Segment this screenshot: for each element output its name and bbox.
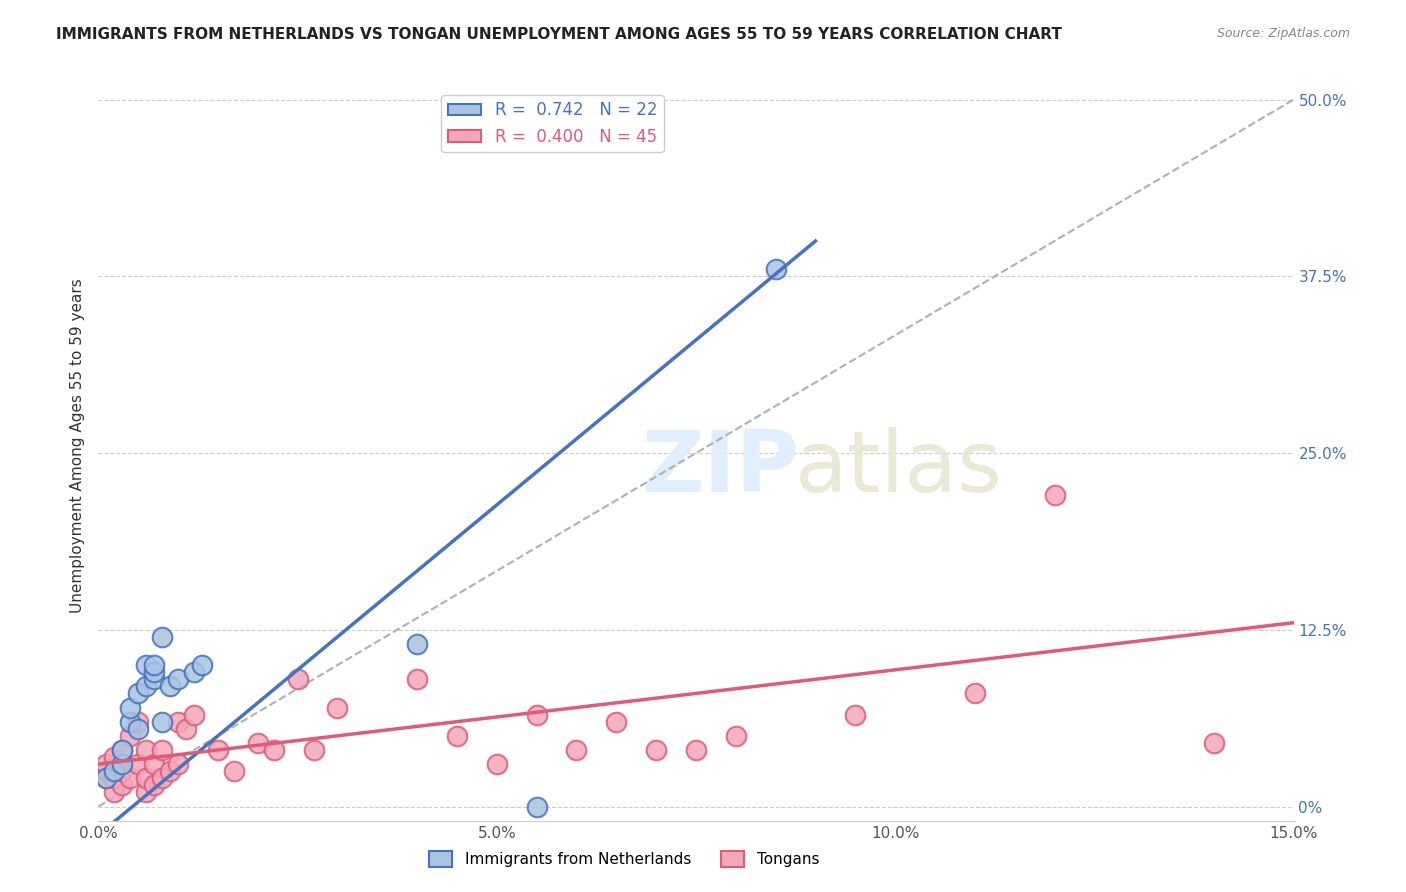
Point bbox=[150, 714, 173, 729]
Point bbox=[605, 714, 627, 729]
Point bbox=[685, 743, 707, 757]
Point bbox=[406, 673, 429, 687]
Point bbox=[191, 658, 214, 673]
Point bbox=[159, 764, 181, 779]
Point bbox=[143, 757, 166, 772]
Point bbox=[111, 764, 134, 779]
Point bbox=[724, 729, 747, 743]
Point bbox=[143, 778, 166, 792]
Point bbox=[103, 771, 125, 785]
Point bbox=[150, 743, 173, 757]
Point bbox=[127, 714, 149, 729]
Legend: Immigrants from Netherlands, Tongans: Immigrants from Netherlands, Tongans bbox=[423, 845, 825, 873]
Text: ZIP: ZIP bbox=[641, 427, 799, 510]
Point bbox=[246, 736, 269, 750]
Point bbox=[174, 722, 197, 736]
Point bbox=[1202, 736, 1225, 750]
Point bbox=[120, 714, 142, 729]
Point bbox=[167, 673, 190, 687]
Point bbox=[645, 743, 668, 757]
Point bbox=[565, 743, 588, 757]
Point bbox=[127, 757, 149, 772]
Point bbox=[406, 637, 429, 651]
Point bbox=[111, 778, 134, 792]
Text: Source: ZipAtlas.com: Source: ZipAtlas.com bbox=[1216, 27, 1350, 40]
Point bbox=[167, 757, 190, 772]
Point bbox=[222, 764, 245, 779]
Point bbox=[103, 764, 125, 779]
Point bbox=[207, 743, 229, 757]
Point bbox=[127, 722, 149, 736]
Point bbox=[159, 679, 181, 693]
Text: atlas: atlas bbox=[796, 427, 1002, 510]
Point bbox=[111, 757, 134, 772]
Point bbox=[150, 630, 173, 644]
Point bbox=[96, 764, 118, 779]
Point bbox=[111, 743, 134, 757]
Y-axis label: Unemployment Among Ages 55 to 59 years: Unemployment Among Ages 55 to 59 years bbox=[69, 278, 84, 614]
Point bbox=[765, 262, 787, 277]
Point bbox=[135, 771, 157, 785]
Point bbox=[143, 658, 166, 673]
Point bbox=[263, 743, 285, 757]
Point bbox=[167, 714, 190, 729]
Point bbox=[111, 743, 134, 757]
Point bbox=[143, 673, 166, 687]
Point bbox=[135, 785, 157, 799]
Point bbox=[183, 665, 205, 680]
Point bbox=[103, 750, 125, 764]
Point bbox=[96, 771, 118, 785]
Point bbox=[135, 658, 157, 673]
Point bbox=[96, 757, 118, 772]
Point bbox=[963, 686, 986, 700]
Point bbox=[287, 673, 309, 687]
Point bbox=[526, 799, 548, 814]
Point bbox=[143, 665, 166, 680]
Point bbox=[120, 700, 142, 714]
Point bbox=[183, 707, 205, 722]
Point bbox=[103, 785, 125, 799]
Point bbox=[844, 707, 866, 722]
Point bbox=[150, 771, 173, 785]
Point bbox=[446, 729, 468, 743]
Point bbox=[326, 700, 349, 714]
Point bbox=[120, 771, 142, 785]
Point bbox=[127, 686, 149, 700]
Point bbox=[96, 771, 118, 785]
Point bbox=[302, 743, 325, 757]
Point bbox=[1043, 488, 1066, 502]
Point bbox=[135, 679, 157, 693]
Text: IMMIGRANTS FROM NETHERLANDS VS TONGAN UNEMPLOYMENT AMONG AGES 55 TO 59 YEARS COR: IMMIGRANTS FROM NETHERLANDS VS TONGAN UN… bbox=[56, 27, 1062, 42]
Point bbox=[485, 757, 508, 772]
Point bbox=[135, 743, 157, 757]
Point bbox=[120, 729, 142, 743]
Point bbox=[526, 707, 548, 722]
